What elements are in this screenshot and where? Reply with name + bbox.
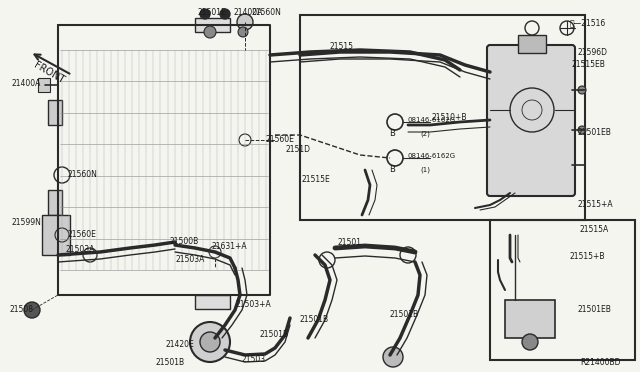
Text: 21599N: 21599N — [12, 218, 42, 227]
Text: R21400BD: R21400BD — [580, 358, 621, 367]
Circle shape — [383, 347, 403, 367]
Text: 21501: 21501 — [338, 238, 362, 247]
Text: 21503: 21503 — [242, 355, 266, 364]
Text: 2151D: 2151D — [285, 145, 310, 154]
Bar — [505, 300, 555, 338]
Circle shape — [24, 302, 40, 318]
Text: FRONT: FRONT — [32, 60, 66, 85]
Bar — [518, 35, 546, 53]
Text: 21501B: 21501B — [155, 358, 184, 367]
Text: 21560N: 21560N — [68, 170, 98, 179]
Bar — [42, 215, 70, 255]
Text: 21501B: 21501B — [260, 330, 289, 339]
Text: 21501B: 21501B — [390, 310, 419, 319]
Circle shape — [220, 9, 230, 19]
Text: 21515+A: 21515+A — [578, 200, 614, 209]
Circle shape — [578, 126, 586, 134]
Text: 21503A: 21503A — [175, 255, 204, 264]
Text: 21400A: 21400A — [233, 8, 262, 17]
Text: 08146-6162G: 08146-6162G — [408, 153, 456, 159]
Text: 21515EB: 21515EB — [572, 60, 606, 69]
Text: 21501EB: 21501EB — [577, 305, 611, 314]
Circle shape — [200, 9, 210, 19]
Text: 21510+B: 21510+B — [432, 113, 467, 122]
Text: 21515: 21515 — [330, 42, 354, 51]
Bar — [48, 190, 62, 215]
Circle shape — [522, 334, 538, 350]
Circle shape — [237, 14, 253, 30]
Text: 21500B: 21500B — [170, 237, 199, 246]
Text: 21400A: 21400A — [12, 79, 42, 88]
Text: 21501B: 21501B — [300, 315, 329, 324]
Circle shape — [578, 86, 586, 94]
Text: 21560N: 21560N — [252, 8, 282, 17]
Text: 21596D: 21596D — [578, 48, 608, 57]
Text: (1): (1) — [420, 166, 430, 173]
Text: 21560E: 21560E — [265, 135, 294, 144]
Text: 21501E: 21501E — [198, 8, 227, 17]
Text: 21515+B: 21515+B — [570, 252, 605, 261]
Text: B: B — [389, 129, 395, 138]
Text: 21420E: 21420E — [165, 340, 194, 349]
Text: 08146-6162G: 08146-6162G — [408, 117, 456, 123]
Bar — [38, 78, 50, 92]
Text: 21631+A: 21631+A — [212, 242, 248, 251]
Text: 21508: 21508 — [10, 305, 34, 314]
Text: B: B — [389, 165, 395, 174]
Circle shape — [190, 322, 230, 362]
Text: Ⓢ—21516: Ⓢ—21516 — [570, 18, 606, 27]
Bar — [195, 295, 230, 309]
Circle shape — [200, 332, 220, 352]
Text: 21560E: 21560E — [68, 230, 97, 239]
Text: 21503+A: 21503+A — [235, 300, 271, 309]
Circle shape — [204, 26, 216, 38]
Text: 21501EB: 21501EB — [578, 128, 612, 137]
Text: 21503A: 21503A — [65, 245, 94, 254]
Text: 21515A: 21515A — [580, 225, 609, 234]
Circle shape — [238, 27, 248, 37]
Bar — [48, 100, 62, 125]
Text: 21515E: 21515E — [302, 175, 331, 184]
Bar — [195, 18, 230, 32]
FancyBboxPatch shape — [487, 45, 575, 196]
Text: (2): (2) — [420, 130, 430, 137]
Bar — [300, 15, 585, 220]
Bar — [490, 220, 635, 360]
